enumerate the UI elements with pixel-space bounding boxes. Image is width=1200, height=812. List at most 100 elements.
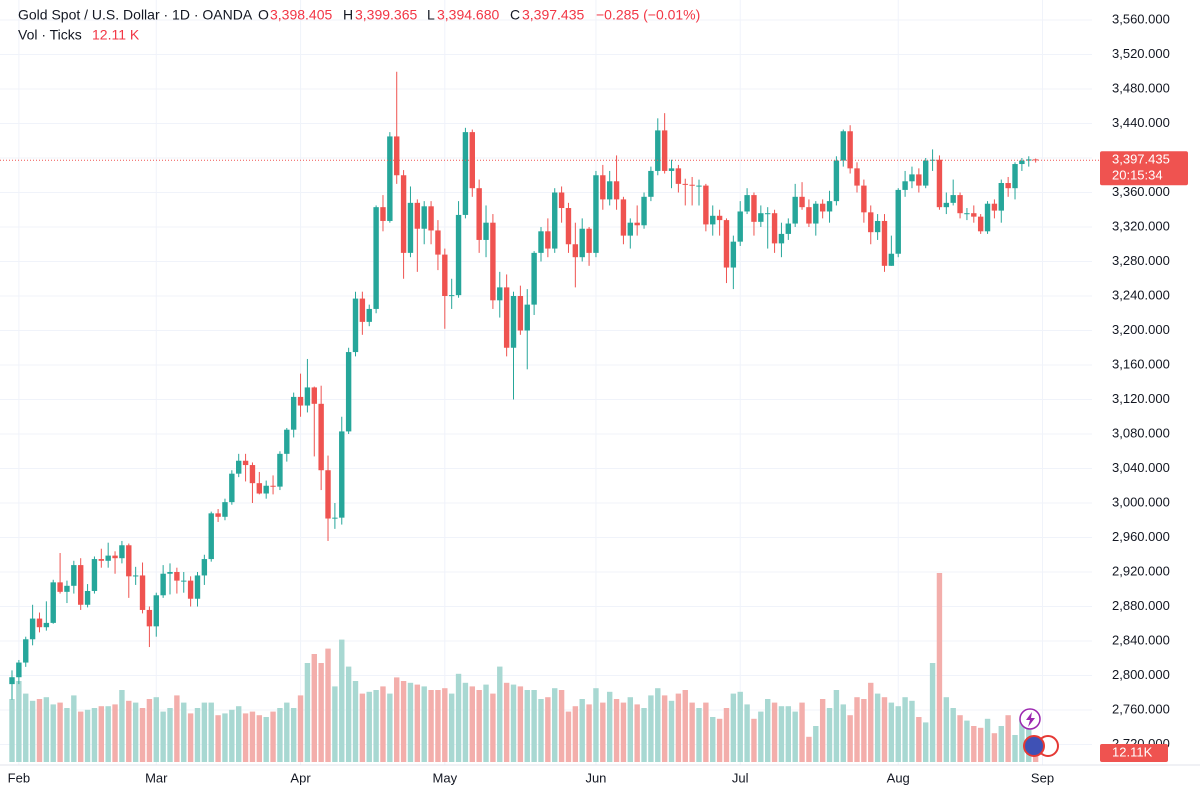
volume-bar (366, 691, 372, 762)
flag-icon[interactable] (1023, 735, 1045, 757)
candle-body (304, 387, 311, 406)
y-tick-label: 3,040.000 (1112, 460, 1170, 475)
candle-body (771, 213, 778, 244)
axes: 2,720.0002,760.0002,800.0002,840.0002,88… (0, 11, 1200, 785)
volume-bar (352, 681, 359, 762)
candle-body (29, 618, 36, 640)
candle-body (579, 228, 585, 258)
volume-bar (105, 706, 111, 762)
candle-body (929, 159, 936, 161)
volume-bar (923, 722, 929, 762)
volume-bar (339, 639, 345, 762)
candle-body (455, 214, 462, 296)
candle-body (194, 575, 201, 599)
candle-body (655, 130, 661, 171)
candle-body (352, 298, 359, 353)
candle-body (160, 573, 166, 596)
volume-bar (971, 726, 977, 762)
volume-bar (146, 699, 153, 762)
candle-body (448, 295, 455, 297)
candle-body (606, 181, 613, 200)
volume-bar (998, 726, 1004, 762)
candle-body (339, 431, 345, 518)
volume-bar (765, 699, 771, 762)
candle-body (428, 206, 434, 231)
candle-body (242, 460, 249, 466)
volume-bar (263, 717, 269, 762)
candle-body (442, 254, 448, 296)
candle-body (861, 185, 867, 213)
volume-bar (847, 715, 853, 762)
volume-bar (201, 702, 208, 762)
symbol-title: Gold Spot / U.S. Dollar · 1D · OANDA (18, 7, 253, 23)
candle-body (558, 192, 565, 209)
close-key: C (510, 7, 520, 23)
candle-body (387, 136, 393, 221)
volume-bar (359, 693, 366, 762)
candle-body (421, 206, 427, 229)
candle-body (435, 230, 441, 255)
y-tick-label: 3,320.000 (1112, 218, 1170, 233)
volume-bar (558, 690, 565, 762)
candle-body (737, 211, 743, 242)
high-key: H (343, 7, 353, 23)
candle-body (600, 175, 606, 200)
candle-body (881, 220, 888, 266)
volume-bar (943, 697, 950, 762)
candle-body (593, 175, 599, 253)
candle-body (524, 304, 530, 331)
x-tick-label: Feb (8, 770, 30, 785)
candle-body (675, 168, 682, 184)
candle-body (977, 216, 984, 232)
volume-bar (909, 700, 915, 762)
candle-body (902, 181, 908, 190)
volume-bar (435, 690, 441, 762)
volume-bar (9, 699, 15, 762)
low-value: 3,394.680 (437, 7, 499, 23)
candle-body (964, 213, 970, 215)
volume-bar (428, 690, 434, 762)
volume-bar (895, 706, 901, 762)
price-pane (0, 71, 1100, 700)
volume-bar (929, 663, 936, 762)
volume-bar (593, 688, 599, 762)
volume-bar (881, 697, 888, 762)
volume-bar (256, 715, 263, 762)
volume-bar (524, 690, 530, 762)
candle-body (971, 213, 977, 217)
volume-bar (469, 686, 475, 762)
volume-bar (964, 720, 970, 762)
candle-body (112, 555, 118, 559)
y-tick-label: 3,440.000 (1112, 115, 1170, 130)
volume-bar (861, 699, 867, 762)
last-volume-label: 12.11K (1112, 744, 1153, 759)
y-tick-label: 2,760.000 (1112, 701, 1170, 716)
volume-bar (43, 697, 50, 762)
candle-body (916, 174, 922, 186)
volume-bar (414, 684, 421, 762)
candle-body (923, 160, 929, 186)
volume-bar (290, 708, 297, 762)
candle-body (236, 460, 242, 474)
candle-body (552, 192, 558, 249)
candle-body (400, 175, 407, 253)
volume-bar (112, 704, 118, 762)
candle-body (984, 203, 991, 232)
y-tick-label: 2,840.000 (1112, 632, 1170, 647)
candle-body (497, 287, 503, 301)
candle-body (957, 195, 963, 214)
candle-body (943, 202, 950, 208)
candle-body (318, 403, 324, 471)
volume-bar (57, 702, 63, 762)
volume-bar (579, 699, 585, 762)
candle-body (517, 296, 524, 331)
close-value: 3,397.435 (522, 7, 584, 23)
y-tick-label: 3,160.000 (1112, 356, 1170, 371)
candle-body (181, 580, 187, 582)
volume-bar (476, 690, 482, 762)
volume-bar (758, 711, 764, 762)
volume-bar (538, 699, 544, 762)
candle-body (840, 131, 846, 161)
x-tick-label: Sep (1031, 770, 1054, 785)
volume-bar (703, 702, 709, 762)
